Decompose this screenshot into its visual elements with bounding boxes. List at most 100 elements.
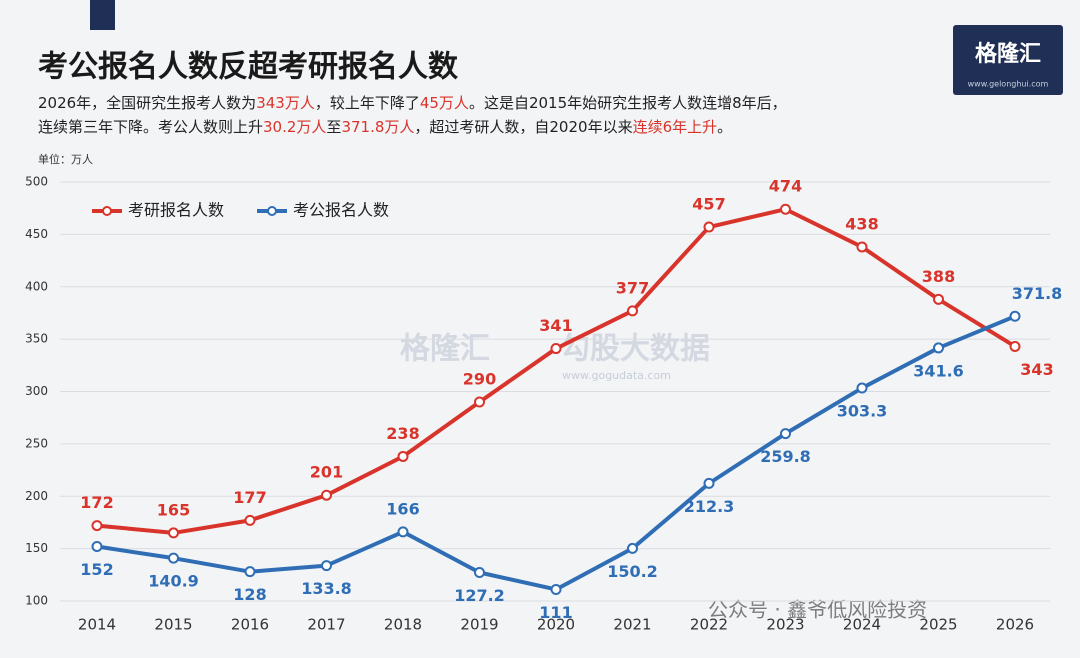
corner-block (90, 0, 115, 30)
point (321, 560, 332, 572)
x-tick-label: 2015 (154, 616, 192, 634)
data-label: 133.8 (301, 579, 352, 598)
data-label: 212.3 (684, 497, 735, 516)
x-tick-label: 2021 (613, 616, 651, 634)
logo-url: www.gelonghui.com (968, 80, 1049, 89)
legend-label: 考公报名人数 (293, 201, 389, 220)
data-label: 238 (386, 424, 419, 443)
data-label: 128 (233, 585, 266, 604)
point (780, 428, 791, 440)
data-label: 303.3 (837, 402, 888, 421)
point (91, 520, 103, 532)
chart-title: 考公报名人数反超考研报名人数 (38, 50, 459, 85)
y-tick-label: 200 (25, 489, 48, 503)
y-tick-label: 100 (25, 594, 48, 608)
point (933, 293, 944, 305)
data-label: 140.9 (148, 572, 199, 591)
data-label: 177 (233, 488, 266, 507)
data-label: 259.8 (760, 447, 811, 466)
subtitle-segment: 2026年，全国研究生报考人数为 (38, 94, 256, 112)
data-label: 152 (80, 560, 113, 579)
y-tick-label: 500 (25, 175, 48, 189)
watermark: 勾股大数据 (560, 332, 710, 367)
point (474, 396, 485, 408)
data-label: 341.6 (913, 361, 964, 380)
data-label: 111 (539, 603, 572, 622)
data-label: 457 (692, 195, 725, 214)
data-label: 343 (1020, 360, 1053, 379)
subtitle-line: 连续第三年下降。考公人数则上升30.2万人至371.8万人，超过考研人数，自20… (38, 118, 732, 136)
point (474, 567, 485, 579)
point (933, 342, 944, 354)
y-tick-label: 350 (25, 332, 48, 346)
subtitle-segment: 45万人 (420, 94, 469, 112)
subtitle-segment: 连续第三年下降。考公人数则上升 (38, 118, 263, 136)
x-tick-label: 2020 (537, 616, 575, 634)
point (168, 527, 179, 539)
x-tick-label: 2018 (384, 616, 422, 634)
point (397, 450, 409, 462)
subtitle-segment: 343万人 (256, 94, 315, 112)
data-label: 377 (616, 278, 649, 297)
subtitle-segment: ，超过考研人数，自2020年以来 (414, 118, 632, 136)
point (703, 477, 715, 489)
data-label: 127.2 (454, 586, 505, 605)
y-tick-label: 450 (25, 227, 48, 241)
subtitle-segment: 371.8万人 (341, 118, 414, 136)
subtitle-segment: 至 (326, 118, 341, 136)
subtitle-segment: 连续6年上升 (633, 118, 718, 136)
logo-name: 格隆汇 (975, 41, 1041, 67)
data-label: 201 (310, 463, 343, 482)
data-label: 371.8 (1012, 284, 1063, 303)
y-tick-label: 300 (25, 384, 48, 398)
data-label: 438 (845, 214, 878, 233)
x-tick-label: 2026 (996, 616, 1034, 634)
y-tick-label: 250 (25, 436, 48, 450)
y-tick-label: 400 (25, 279, 48, 293)
point (244, 514, 256, 526)
point (550, 583, 562, 595)
subtitle-segment: ，较上年下降了 (315, 94, 420, 112)
logo-box (953, 25, 1063, 95)
point (168, 552, 179, 564)
point (321, 489, 332, 501)
data-label: 341 (539, 316, 572, 335)
point (703, 221, 715, 233)
legend-marker (102, 206, 112, 216)
x-tick-label: 2025 (919, 616, 957, 634)
unit-label: 单位：万人 (38, 152, 93, 166)
subtitle-segment: 30.2万人 (263, 118, 326, 136)
subtitle-segment: 。 (717, 118, 732, 136)
x-tick-label: 2019 (460, 616, 498, 634)
point (550, 343, 562, 355)
point (627, 305, 638, 317)
point (1009, 340, 1021, 352)
y-tick-label: 150 (25, 541, 48, 555)
point (856, 382, 868, 394)
data-label: 474 (769, 177, 802, 196)
data-label: 165 (157, 500, 190, 519)
data-label: 150.2 (607, 562, 658, 581)
watermark: 格隆汇 (400, 332, 490, 367)
x-tick-label: 2022 (690, 616, 728, 634)
point (1009, 310, 1021, 322)
data-label: 172 (80, 493, 113, 512)
point (91, 541, 103, 553)
subtitle-segment: 。这是自2015年始研究生报考人数连增8年后， (469, 94, 787, 112)
x-tick-label: 2024 (843, 616, 881, 634)
data-label: 388 (922, 267, 955, 286)
data-label: 290 (463, 369, 496, 388)
point (397, 526, 409, 538)
x-tick-label: 2017 (307, 616, 345, 634)
x-tick-label: 2016 (231, 616, 269, 634)
point (627, 542, 638, 554)
legend-marker (267, 206, 277, 216)
series-line (96, 207, 1017, 535)
watermark: www.gogudata.com (562, 369, 671, 382)
data-label: 166 (386, 499, 419, 518)
x-tick-label: 2014 (78, 616, 116, 634)
x-tick-label: 2023 (766, 616, 804, 634)
legend-label: 考研报名人数 (128, 201, 224, 220)
subtitle-line: 2026年，全国研究生报考人数为343万人，较上年下降了45万人。这是自2015… (38, 94, 787, 112)
